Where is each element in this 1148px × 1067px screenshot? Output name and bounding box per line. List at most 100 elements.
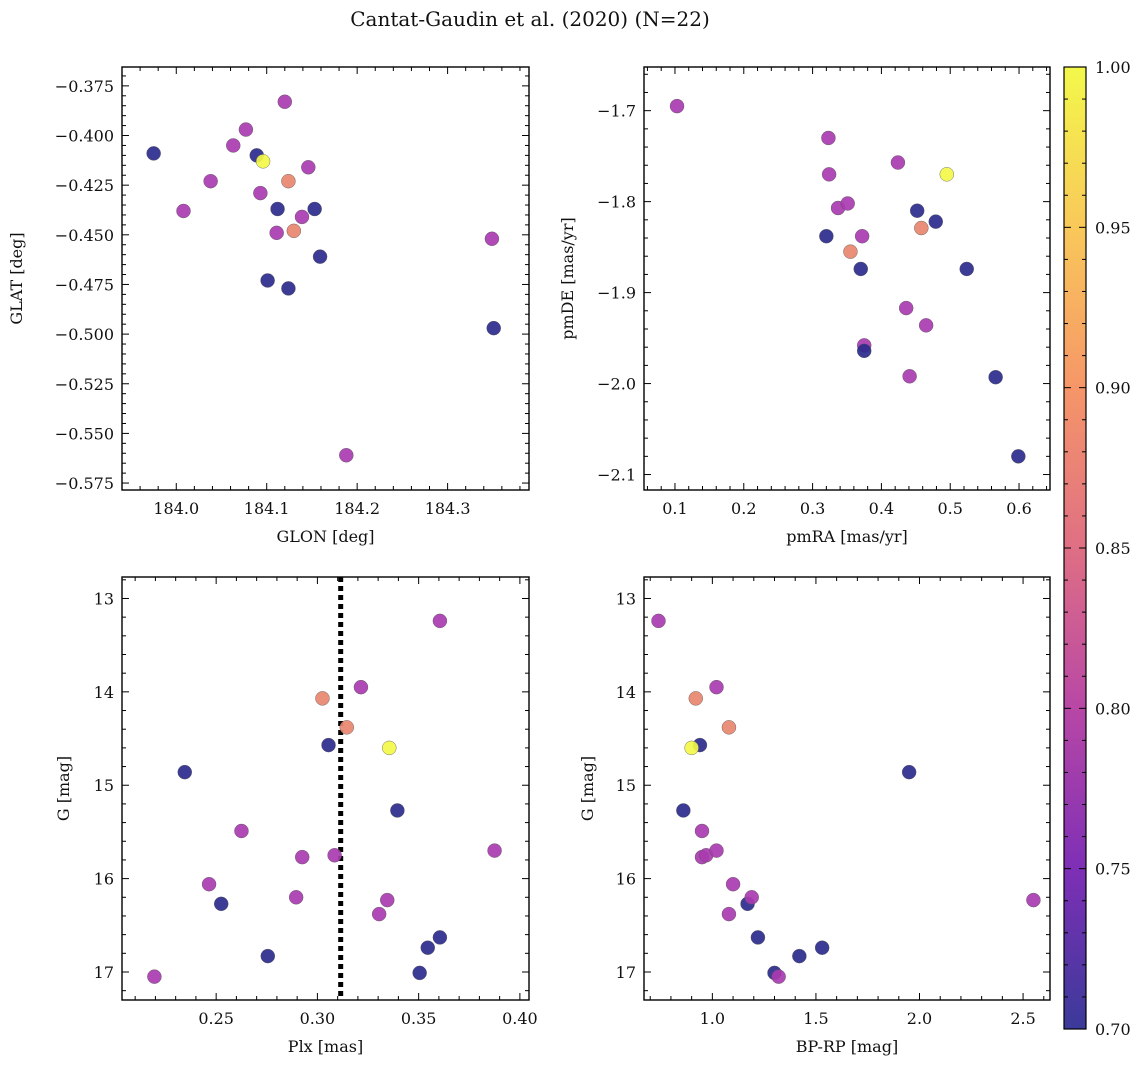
colorbar-tick-label: 0.90	[1095, 379, 1131, 398]
scatter-point	[339, 720, 354, 735]
scatter-point	[339, 448, 354, 463]
scatter-point	[147, 969, 162, 984]
scatter-point	[901, 764, 917, 780]
figure-title: Cantat-Gaudin et al. (2020) (N=22)	[350, 7, 710, 31]
scatter-point	[260, 273, 275, 288]
scatter-point	[203, 173, 218, 189]
scatter-point	[234, 823, 249, 839]
scatter-point	[669, 98, 685, 114]
scatter-point	[315, 691, 330, 706]
scatter-point	[909, 203, 925, 218]
y-tick-label: 13	[94, 589, 114, 608]
scatter-point	[854, 228, 870, 244]
scatter-point	[771, 969, 786, 984]
scatter-point	[214, 896, 229, 912]
x-tick-label: 2.0	[907, 1009, 932, 1028]
scatter-point	[412, 965, 427, 981]
panel-1: 184.0 184.1 184.2 184.3 −0.375 −0.400 −0.425 −0…	[7, 66, 530, 546]
colorbar-tick-label: 0.95	[1095, 218, 1131, 237]
scatter-point	[382, 740, 397, 756]
y-tick-label: 17	[94, 963, 114, 982]
scatter-point	[484, 231, 500, 246]
colorbar-tick-label: 1.00	[1095, 58, 1131, 77]
scatter-point	[750, 930, 766, 945]
scatter-point	[288, 890, 304, 905]
scatter-point	[281, 281, 296, 296]
x-tick-label: 0.3	[800, 499, 825, 518]
scatter-point	[959, 261, 974, 277]
y-tick-label: −0.375	[55, 77, 114, 96]
colorbar-tick-label: 0.75	[1095, 860, 1131, 879]
scatter-point	[253, 185, 268, 201]
scatter-point	[312, 249, 328, 264]
scatter-point	[420, 940, 435, 955]
scatter-point	[1026, 892, 1041, 908]
scatter-point	[295, 849, 310, 865]
scatter-point	[321, 737, 336, 753]
scatter-point	[694, 823, 710, 839]
y-axis-label: pmDE [mas/yr]	[558, 217, 577, 340]
x-tick-label: 184.3	[425, 499, 471, 518]
scatter-point	[1011, 449, 1026, 464]
scatter-point	[390, 803, 405, 818]
scatter-point	[684, 740, 699, 756]
scatter-point	[270, 201, 285, 217]
x-tick-label: 184.0	[153, 499, 199, 518]
scatter-point	[269, 225, 284, 241]
y-tick-label: −0.425	[55, 176, 114, 195]
scatter-point	[177, 764, 192, 780]
scatter-point	[792, 948, 807, 964]
colorbar-tick-label: 0.70	[1095, 1020, 1131, 1039]
panel-2: 0.1 0.2 0.3 0.4 0.5 0.6 −1.7 −1.8 −1.9 −2.0 −2.1 pm…	[558, 66, 1051, 546]
y-tick-label: −0.475	[55, 275, 114, 294]
scatter-point	[201, 877, 217, 892]
x-tick-label: 0.1	[662, 499, 687, 518]
y-tick-label: −0.500	[55, 325, 114, 344]
x-tick-label: 0.4	[869, 499, 894, 518]
scatter-point	[821, 167, 837, 182]
colorbar-tick-label: 0.80	[1095, 699, 1131, 718]
scatter-point	[327, 848, 342, 863]
scatter-point	[301, 160, 316, 175]
scatter-point	[840, 196, 855, 211]
scatter-point	[651, 613, 666, 629]
y-tick-label: −0.400	[55, 127, 114, 146]
scatter-point	[843, 244, 858, 259]
y-tick-label: 13	[616, 589, 636, 608]
scatter-point	[709, 679, 724, 695]
y-tick-label: 16	[616, 870, 636, 889]
scatter-point	[226, 138, 241, 153]
scatter-point	[928, 214, 943, 229]
axes-frame	[121, 66, 530, 491]
axes-frame	[643, 576, 1051, 1001]
x-tick-label: 1.0	[700, 1009, 725, 1028]
scatter-point	[898, 300, 914, 316]
scatter-point	[676, 803, 691, 818]
scatter-point	[918, 318, 934, 333]
x-tick-label: 2.5	[1010, 1009, 1035, 1028]
x-tick-label: 0.40	[502, 1009, 538, 1028]
y-tick-label: 14	[616, 683, 636, 702]
scatter-point	[853, 261, 868, 277]
scatter-point	[914, 220, 929, 236]
x-axis-label: pmRA [mas/yr]	[786, 527, 908, 546]
scatter-point	[286, 223, 302, 239]
x-tick-label: 0.2	[731, 499, 756, 518]
scatter-point	[721, 906, 737, 922]
scatter-point	[902, 369, 917, 384]
scatter-point	[176, 203, 191, 219]
x-tick-label: 184.1	[244, 499, 290, 518]
colorbar: 0.70 0.75 0.80 0.85 0.90 0.95 1.00	[1063, 58, 1131, 1039]
panel-3: 0.25 0.30 0.35 0.40 13 14 15 16 17 Plx [mas] G [ma…	[54, 576, 538, 1056]
y-tick-label: −0.450	[55, 226, 114, 245]
scatter-point	[146, 146, 161, 161]
x-tick-label: 184.2	[334, 499, 380, 518]
scatter-point	[744, 890, 759, 905]
x-axis-label: GLON [deg]	[276, 527, 374, 546]
y-tick-label: −0.550	[55, 424, 114, 443]
scatter-point	[821, 130, 836, 146]
x-tick-label: 0.25	[198, 1009, 234, 1028]
scatter-point	[255, 154, 271, 169]
x-tick-label: 0.30	[300, 1009, 336, 1028]
